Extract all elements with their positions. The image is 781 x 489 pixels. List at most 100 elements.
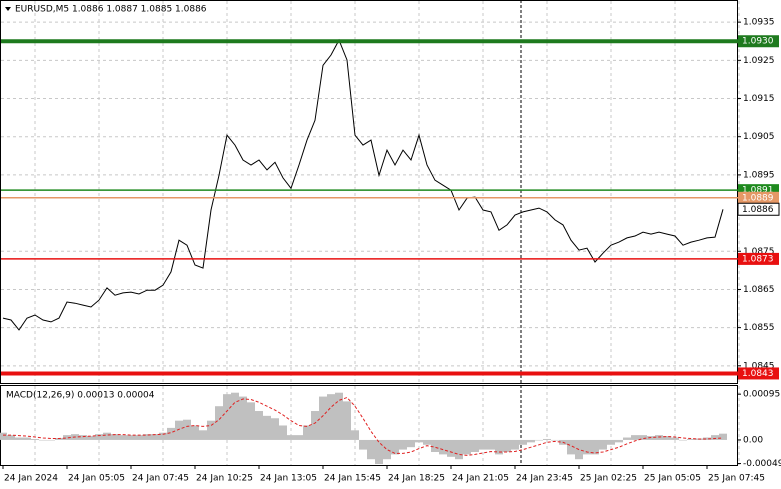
y-tick-label: -0.00049 <box>743 459 781 469</box>
macd-bar <box>167 427 175 440</box>
macd-bar <box>279 425 287 440</box>
macd-bar <box>295 435 303 440</box>
macd-bar <box>23 437 31 440</box>
macd-bar <box>631 435 639 440</box>
macd-bar <box>655 435 663 440</box>
macd-bar <box>407 439 415 448</box>
y-tick-label: 1.0925 <box>743 56 775 66</box>
macd-bar <box>39 439 47 441</box>
macd-bar <box>367 439 375 460</box>
plot-layer <box>1 1 740 465</box>
macd-bar <box>391 439 399 455</box>
signal-line <box>3 396 724 456</box>
macd-bar <box>95 434 103 440</box>
macd-bar <box>463 439 471 455</box>
macd-bar <box>303 425 311 440</box>
y-tick-label: 1.0905 <box>743 132 775 142</box>
menu-arrow <box>5 7 11 11</box>
y-tick-label: 1.0875 <box>743 247 775 257</box>
x-tick-label: 24 Jan 13:05 <box>260 474 317 484</box>
macd-bar <box>287 435 295 440</box>
level-label: 1.0891 <box>742 186 774 196</box>
macd-bar <box>415 439 423 443</box>
macd-bar <box>711 435 719 440</box>
macd-bar <box>351 430 359 440</box>
macd-bar <box>175 420 183 440</box>
macd-bar <box>263 415 271 440</box>
macd-bar <box>47 439 55 441</box>
level-label: 1.0843 <box>742 369 774 379</box>
level-label: 1.0889 <box>742 193 774 203</box>
level-tag <box>738 191 779 204</box>
macd-bar <box>15 437 23 440</box>
macd-bar <box>439 439 447 455</box>
macd-title: MACD(12,26,9) 0.00013 0.00004 <box>6 391 155 401</box>
x-tick-label: 24 Jan 05:05 <box>68 474 125 484</box>
macd-bar <box>671 437 679 440</box>
level-tag <box>738 35 779 48</box>
macd-bar <box>127 435 135 440</box>
level-label: 1.0873 <box>742 254 774 264</box>
macd-bar <box>583 439 591 455</box>
macd-bar <box>7 435 15 440</box>
macd-bar <box>119 435 127 440</box>
macd-bar <box>479 439 487 450</box>
macd-bar <box>375 439 383 465</box>
macd-frame <box>0 385 738 466</box>
last-price-label: 1.0886 <box>742 205 774 215</box>
macd-bar <box>423 439 431 445</box>
macd-bar <box>511 439 519 450</box>
macd-bar <box>159 432 167 440</box>
macd-bar <box>591 439 599 455</box>
macd-bar <box>335 392 343 440</box>
last-price-tag <box>737 202 780 216</box>
x-tick-label: 24 Jan 21:05 <box>452 474 509 484</box>
macd-bar <box>615 439 623 443</box>
level-tag <box>738 252 779 265</box>
macd-bar <box>319 396 327 440</box>
macd-bar <box>503 439 511 452</box>
macd-bar <box>183 419 191 440</box>
macd-bar <box>679 439 687 441</box>
x-tick-label: 24 Jan 18:25 <box>388 474 445 484</box>
macd-bar <box>63 435 71 440</box>
macd-bar <box>455 439 463 460</box>
x-tick-label: 24 Jan 10:25 <box>196 474 253 484</box>
macd-bar <box>447 439 455 457</box>
macd-bar <box>343 401 351 440</box>
y-tick-label: 1.0845 <box>743 361 775 371</box>
macd-bar <box>311 411 319 440</box>
macd-bar <box>191 425 199 440</box>
macd-bar <box>647 436 655 440</box>
macd-bar <box>543 438 551 440</box>
price-line <box>2 38 724 331</box>
macd-bar <box>663 436 671 440</box>
macd-bar <box>327 394 335 440</box>
level-label: 1.0930 <box>742 37 774 47</box>
macd-bar <box>143 434 151 440</box>
macd-bar <box>231 392 239 440</box>
macd-bar <box>719 433 727 440</box>
y-tick-label: 0.00 <box>743 435 763 445</box>
macd-bar <box>103 432 111 440</box>
level-tag <box>738 367 779 380</box>
macd-bar <box>359 439 367 450</box>
chart-title: EURUSD,M5 1.0886 1.0887 1.0885 1.0886 <box>15 5 207 15</box>
macd-bar <box>383 439 391 460</box>
x-tick-label: 25 Jan 02:25 <box>580 474 637 484</box>
macd-bar <box>599 439 607 450</box>
macd-bar <box>215 406 223 440</box>
macd-bar <box>567 439 575 455</box>
main-frame <box>0 0 738 384</box>
y-tick-label: 1.0865 <box>743 285 775 295</box>
macd-bar <box>519 439 527 445</box>
y-tick-label: 1.0915 <box>743 94 775 104</box>
x-tick-label: 25 Jan 07:45 <box>708 474 765 484</box>
macd-bar <box>111 434 119 440</box>
macd-bar <box>551 439 559 441</box>
x-tick-label: 24 Jan 23:45 <box>516 474 573 484</box>
macd-bar <box>151 434 159 440</box>
